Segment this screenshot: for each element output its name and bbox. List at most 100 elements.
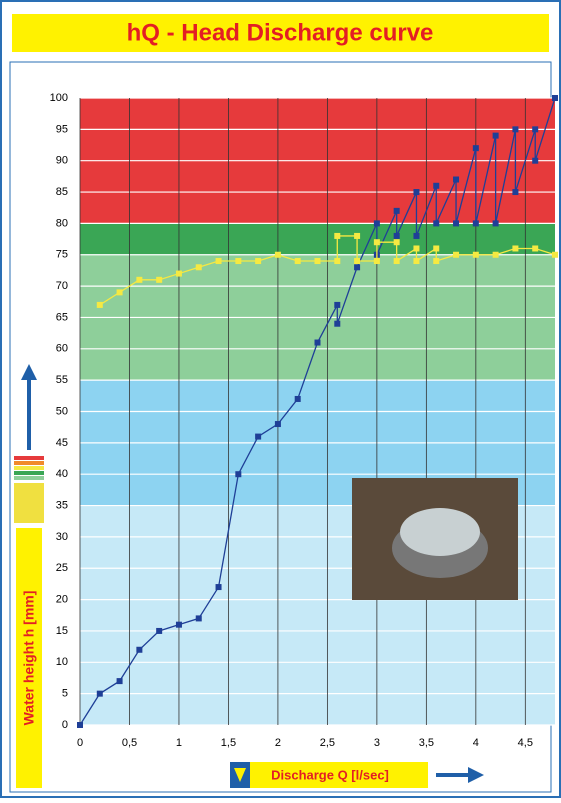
point bbox=[453, 220, 459, 226]
y-axis-label: Water height h [mm] bbox=[21, 591, 37, 726]
strip bbox=[14, 456, 44, 460]
y-tick-label: 60 bbox=[56, 343, 68, 355]
point bbox=[374, 258, 380, 264]
y-tick-label: 25 bbox=[56, 562, 68, 574]
point bbox=[413, 258, 419, 264]
point bbox=[532, 245, 538, 251]
x-tick-label: 2,5 bbox=[320, 737, 335, 749]
point bbox=[433, 258, 439, 264]
point bbox=[433, 183, 439, 189]
point bbox=[453, 177, 459, 183]
y-tick-label: 90 bbox=[56, 155, 68, 167]
y-tick-label: 35 bbox=[56, 499, 68, 511]
point bbox=[532, 126, 538, 132]
strip bbox=[14, 483, 44, 523]
point bbox=[255, 258, 261, 264]
x-tick-label: 4 bbox=[473, 737, 479, 749]
x-tick-label: 4,5 bbox=[518, 737, 533, 749]
x-tick-label: 2 bbox=[275, 737, 281, 749]
point bbox=[136, 277, 142, 283]
y-tick-label: 55 bbox=[56, 374, 68, 386]
strip bbox=[14, 466, 44, 470]
point bbox=[97, 691, 103, 697]
photo-gauge-top bbox=[400, 508, 480, 556]
y-tick-label: 40 bbox=[56, 468, 68, 480]
point bbox=[413, 245, 419, 251]
point bbox=[512, 245, 518, 251]
point bbox=[196, 264, 202, 270]
point bbox=[156, 628, 162, 634]
point bbox=[354, 233, 360, 239]
point bbox=[413, 189, 419, 195]
point bbox=[394, 239, 400, 245]
point bbox=[295, 396, 301, 402]
point bbox=[354, 258, 360, 264]
x-axis-label: Discharge Q [l/sec] bbox=[271, 767, 389, 782]
point bbox=[334, 321, 340, 327]
point bbox=[552, 95, 558, 101]
point bbox=[275, 421, 281, 427]
point bbox=[334, 302, 340, 308]
point bbox=[413, 233, 419, 239]
point bbox=[453, 252, 459, 258]
point bbox=[77, 722, 83, 728]
x-tick-label: 3,5 bbox=[419, 737, 434, 749]
y-tick-label: 50 bbox=[56, 405, 68, 417]
point bbox=[176, 271, 182, 277]
strip bbox=[14, 476, 44, 480]
point bbox=[97, 302, 103, 308]
y-tick-label: 15 bbox=[56, 625, 68, 637]
point bbox=[295, 258, 301, 264]
strip bbox=[14, 461, 44, 465]
point bbox=[473, 252, 479, 258]
point bbox=[493, 252, 499, 258]
chart: hQ - Head Discharge curve 05101520253035… bbox=[0, 0, 561, 798]
y-tick-label: 70 bbox=[56, 280, 68, 292]
point bbox=[532, 158, 538, 164]
chart-title: hQ - Head Discharge curve bbox=[127, 19, 434, 46]
point bbox=[235, 471, 241, 477]
point bbox=[433, 220, 439, 226]
point bbox=[512, 189, 518, 195]
point bbox=[493, 220, 499, 226]
y-tick-label: 65 bbox=[56, 311, 68, 323]
point bbox=[216, 584, 222, 590]
x-tick-label: 1,5 bbox=[221, 737, 236, 749]
y-tick-label: 5 bbox=[62, 688, 68, 700]
point bbox=[315, 340, 321, 346]
x-tick-label: 1 bbox=[176, 737, 182, 749]
y-tick-label: 100 bbox=[50, 92, 68, 104]
y-tick-label: 45 bbox=[56, 437, 68, 449]
point bbox=[374, 239, 380, 245]
point bbox=[117, 678, 123, 684]
point bbox=[552, 252, 558, 258]
x-tick-label: 0,5 bbox=[122, 737, 137, 749]
plot: 0510152025303540455055606570758085909510… bbox=[50, 92, 558, 749]
x-tick-label: 3 bbox=[374, 737, 380, 749]
point bbox=[493, 133, 499, 139]
point bbox=[235, 258, 241, 264]
y-tick-label: 80 bbox=[56, 217, 68, 229]
x-tick-label: 0 bbox=[77, 737, 83, 749]
point bbox=[275, 252, 281, 258]
y-tick-label: 20 bbox=[56, 594, 68, 606]
point bbox=[136, 647, 142, 653]
y-tick-label: 75 bbox=[56, 249, 68, 261]
point bbox=[433, 245, 439, 251]
point bbox=[394, 208, 400, 214]
photo bbox=[352, 478, 518, 600]
y-tick-label: 10 bbox=[56, 656, 68, 668]
point bbox=[176, 622, 182, 628]
point bbox=[315, 258, 321, 264]
strip bbox=[14, 471, 44, 475]
point bbox=[512, 126, 518, 132]
point bbox=[374, 220, 380, 226]
y-tick-label: 0 bbox=[62, 719, 68, 731]
point bbox=[255, 434, 261, 440]
point bbox=[156, 277, 162, 283]
y-tick-label: 95 bbox=[56, 123, 68, 135]
point bbox=[196, 615, 202, 621]
point bbox=[473, 145, 479, 151]
point bbox=[216, 258, 222, 264]
point bbox=[473, 220, 479, 226]
